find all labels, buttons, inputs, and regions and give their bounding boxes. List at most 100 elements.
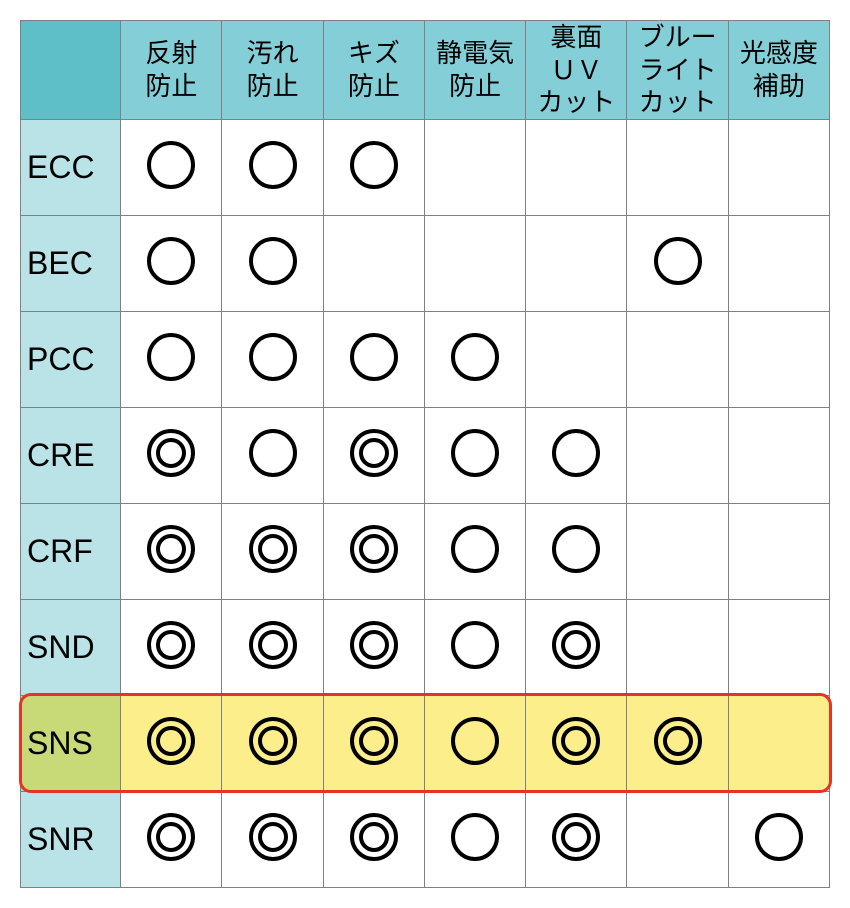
table-cell bbox=[526, 119, 627, 215]
double-circle-icon bbox=[147, 429, 195, 477]
table-row: SNS bbox=[21, 695, 830, 791]
table-cell bbox=[121, 215, 222, 311]
double-circle-icon bbox=[249, 525, 297, 573]
col-head: キズ防止 bbox=[323, 21, 424, 120]
double-circle-icon bbox=[552, 621, 600, 669]
table-row: SNR bbox=[21, 791, 830, 887]
col-head: 反射防止 bbox=[121, 21, 222, 120]
col-head: 光感度補助 bbox=[728, 21, 829, 120]
table-cell bbox=[323, 503, 424, 599]
double-circle-icon bbox=[350, 525, 398, 573]
circle-icon bbox=[249, 429, 297, 477]
double-circle-icon bbox=[552, 717, 600, 765]
table-cell bbox=[526, 791, 627, 887]
table-cell bbox=[526, 311, 627, 407]
table-cell bbox=[121, 503, 222, 599]
circle-icon bbox=[147, 141, 195, 189]
table-cell bbox=[323, 791, 424, 887]
table-cell bbox=[728, 215, 829, 311]
table-cell bbox=[323, 599, 424, 695]
row-head: ECC bbox=[21, 119, 121, 215]
table-cell bbox=[222, 599, 323, 695]
table-cell bbox=[627, 311, 728, 407]
table-cell bbox=[424, 407, 525, 503]
col-head-label: 光感度補助 bbox=[740, 38, 818, 101]
circle-icon bbox=[451, 621, 499, 669]
col-head-label: ブルーライトカット bbox=[639, 22, 717, 117]
circle-icon bbox=[755, 813, 803, 861]
table-cell bbox=[526, 695, 627, 791]
row-head: PCC bbox=[21, 311, 121, 407]
col-head: ブルーライトカット bbox=[627, 21, 728, 120]
circle-icon bbox=[552, 525, 600, 573]
row-head: CRF bbox=[21, 503, 121, 599]
table-cell bbox=[627, 791, 728, 887]
table-cell bbox=[728, 407, 829, 503]
col-head: 裏面ＵＶカット bbox=[526, 21, 627, 120]
table-cell bbox=[121, 599, 222, 695]
double-circle-icon bbox=[147, 717, 195, 765]
table-cell bbox=[121, 407, 222, 503]
table-cell bbox=[222, 407, 323, 503]
double-circle-icon bbox=[147, 525, 195, 573]
table-cell bbox=[627, 695, 728, 791]
table-cell bbox=[728, 503, 829, 599]
table-cell bbox=[222, 695, 323, 791]
circle-icon bbox=[451, 717, 499, 765]
table-cell bbox=[526, 503, 627, 599]
circle-icon bbox=[147, 333, 195, 381]
circle-icon bbox=[654, 237, 702, 285]
table-row: CRE bbox=[21, 407, 830, 503]
table-row: CRF bbox=[21, 503, 830, 599]
table-cell bbox=[627, 503, 728, 599]
double-circle-icon bbox=[249, 621, 297, 669]
circle-icon bbox=[451, 525, 499, 573]
table-cell bbox=[424, 791, 525, 887]
table-cell bbox=[121, 695, 222, 791]
table-cell bbox=[728, 695, 829, 791]
double-circle-icon bbox=[147, 813, 195, 861]
table-cell bbox=[627, 407, 728, 503]
row-head: CRE bbox=[21, 407, 121, 503]
comparison-table: 反射防止 汚れ防止 キズ防止 静電気防止 裏面ＵＶカット ブルーライトカット 光… bbox=[20, 20, 830, 888]
col-head-label: キズ防止 bbox=[348, 38, 400, 101]
col-head-label: 裏面ＵＶカット bbox=[537, 22, 615, 117]
table-cell bbox=[323, 695, 424, 791]
table-cell bbox=[728, 599, 829, 695]
table-cell bbox=[526, 215, 627, 311]
col-head-label: 反射防止 bbox=[145, 38, 197, 101]
circle-icon bbox=[451, 813, 499, 861]
table-cell bbox=[121, 791, 222, 887]
row-head: SND bbox=[21, 599, 121, 695]
circle-icon bbox=[249, 237, 297, 285]
circle-icon bbox=[147, 237, 195, 285]
table-cell bbox=[728, 311, 829, 407]
col-head: 静電気防止 bbox=[424, 21, 525, 120]
table-cell bbox=[121, 119, 222, 215]
table-cell bbox=[222, 791, 323, 887]
circle-icon bbox=[350, 141, 398, 189]
table-cell bbox=[627, 215, 728, 311]
table-cell bbox=[323, 407, 424, 503]
row-head: BEC bbox=[21, 215, 121, 311]
circle-icon bbox=[249, 141, 297, 189]
table-cell bbox=[323, 311, 424, 407]
col-head-label: 汚れ防止 bbox=[247, 38, 299, 101]
table-cell bbox=[222, 503, 323, 599]
double-circle-icon bbox=[249, 813, 297, 861]
col-head: 汚れ防止 bbox=[222, 21, 323, 120]
table-cell bbox=[323, 119, 424, 215]
table-cell bbox=[424, 503, 525, 599]
double-circle-icon bbox=[654, 717, 702, 765]
circle-icon bbox=[451, 333, 499, 381]
table-cell bbox=[424, 695, 525, 791]
table-body: ECCBECPCCCRECRFSNDSNSSNR bbox=[21, 119, 830, 887]
double-circle-icon bbox=[249, 717, 297, 765]
table-cell bbox=[121, 311, 222, 407]
double-circle-icon bbox=[552, 813, 600, 861]
table-cell bbox=[222, 215, 323, 311]
table-row: BEC bbox=[21, 215, 830, 311]
table-cell bbox=[526, 407, 627, 503]
table-cell bbox=[728, 791, 829, 887]
double-circle-icon bbox=[350, 813, 398, 861]
